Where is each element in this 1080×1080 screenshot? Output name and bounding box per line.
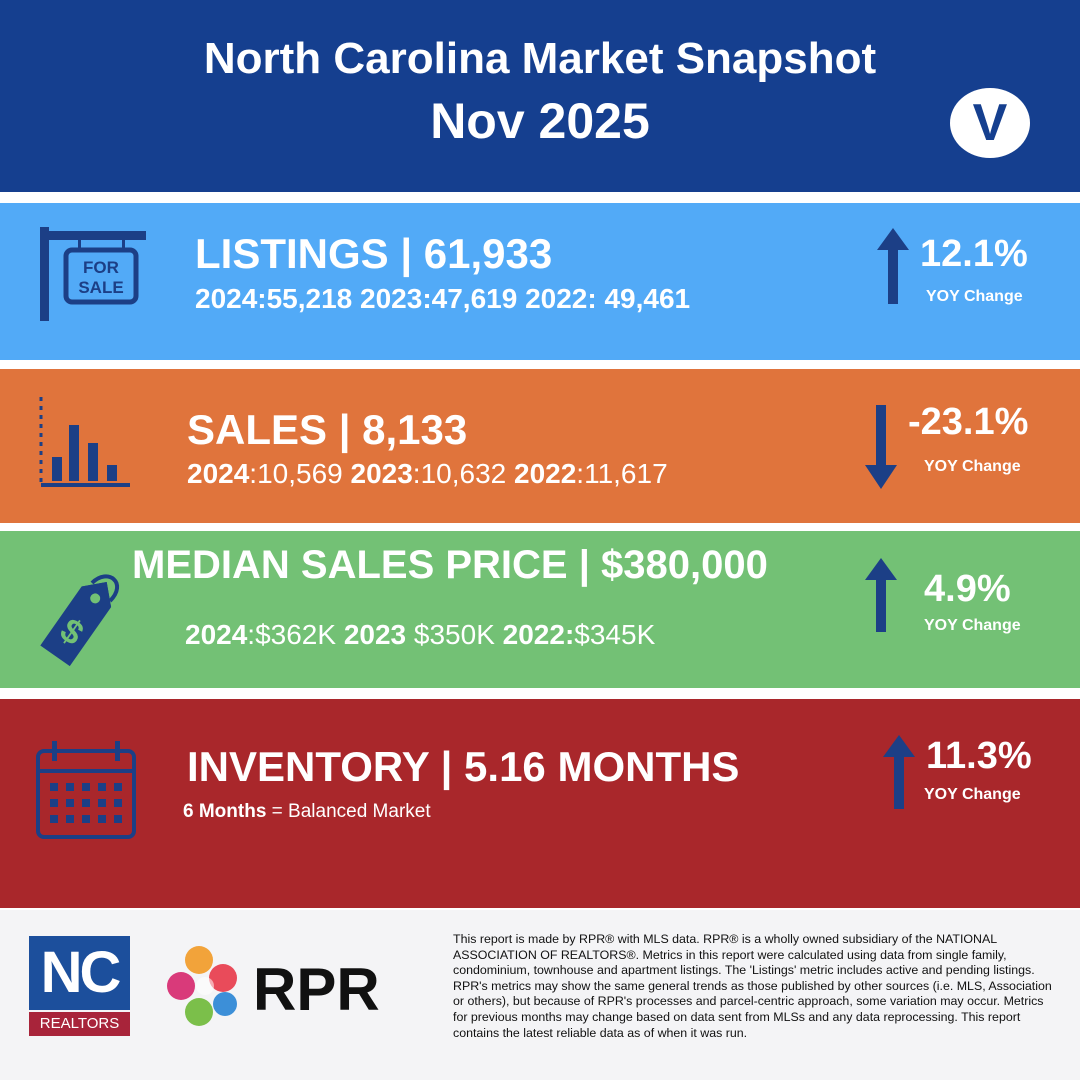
sales-yoy-label: YOY Change [924, 458, 1021, 475]
inventory-note: 6 Months = Balanced Market [183, 801, 431, 822]
inventory-yoy-percent: 11.3% [926, 735, 1032, 777]
sales-headline: SALES | 8,133 [187, 406, 468, 453]
rpr-logo: RPR [167, 946, 380, 1026]
svg-text:RPR: RPR [253, 956, 380, 1023]
brand-logo: V [950, 88, 1030, 158]
disclaimer-text: This report is made by RPR® with MLS dat… [453, 932, 1052, 1040]
bar-chart-icon [39, 397, 130, 487]
arrow-up-icon [883, 735, 915, 809]
price-tag-icon: $ [40, 574, 119, 667]
median-price-headline: MEDIAN SALES PRICE | $380,000 [132, 543, 768, 587]
listings-headline: LISTINGS | 61,933 [195, 230, 553, 277]
median-price-yoy-label: YOY Change [924, 617, 1021, 634]
sales-yoy-percent: -23.1% [908, 401, 1029, 443]
sales-panel: SALES | 8,133 2024:10,569 2023:10,632 20… [0, 369, 1080, 523]
median-price-panel: $ MEDIAN SALES PRICE | $380,000 2024:$36… [0, 531, 1080, 688]
listings-yoy-percent: 12.1% [920, 233, 1028, 275]
arrow-down-icon [865, 405, 897, 489]
svg-text:SALE: SALE [78, 278, 123, 297]
arrow-up-icon [865, 558, 897, 632]
listings-yoy-label: YOY Change [926, 288, 1023, 305]
median-price-history: 2024:$362K 2023 $350K 2022:$345K [185, 619, 656, 650]
header-banner: North Carolina Market Snapshot Nov 2025 … [0, 0, 1080, 192]
nc-realtors-logo: NC REALTORS [29, 936, 130, 1036]
arrow-up-icon [877, 228, 909, 304]
listings-panel: FOR SALE LISTINGS | 61,933 2024:55,218 2… [0, 203, 1080, 360]
calendar-icon [36, 741, 136, 839]
listings-history: 2024:55,218 2023:47,619 2022: 49,461 [195, 283, 691, 314]
report-date: Nov 2025 [430, 93, 650, 149]
sales-history: 2024:10,569 2023:10,632 2022:11,617 [187, 458, 668, 489]
svg-text:FOR: FOR [83, 258, 119, 277]
median-price-yoy-percent: 4.9% [924, 568, 1011, 610]
svg-text:V: V [973, 94, 1008, 152]
page-title: North Carolina Market Snapshot [203, 34, 877, 83]
for-sale-sign-icon: FOR SALE [40, 227, 146, 321]
inventory-headline: INVENTORY | 5.16 MONTHS [187, 743, 740, 790]
inventory-yoy-label: YOY Change [924, 786, 1021, 803]
inventory-panel: INVENTORY | 5.16 MONTHS 6 Months = Balan… [0, 699, 1080, 908]
